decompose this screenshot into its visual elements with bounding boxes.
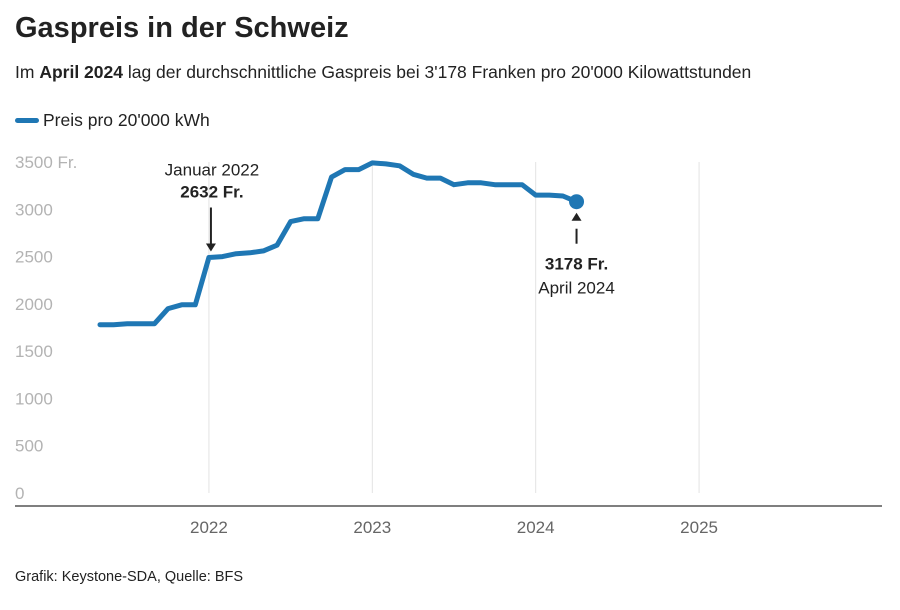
y-tick-label: 1500 <box>15 342 53 361</box>
annotation-arrowhead <box>571 212 582 221</box>
end-point-marker <box>569 194 585 210</box>
legend-label: Preis pro 20'000 kWh <box>43 110 210 130</box>
annotation-arrowhead <box>205 243 216 252</box>
axes: 2022 2023 2024 2025 0 500 1000 1500 2000 2500 3000… <box>15 153 882 537</box>
x-tick-label: 2025 <box>680 518 718 537</box>
y-tick-label: 1000 <box>15 389 53 408</box>
subtitle-highlight: April 2024 <box>39 62 123 82</box>
y-tick-label: 3500 Fr. <box>15 153 77 172</box>
chart-subtitle: Im April 2024 lag der durchschnittliche … <box>15 62 751 83</box>
y-tick-label: 0 <box>15 484 24 503</box>
x-tick-label: 2022 <box>190 518 228 537</box>
y-tick-label: 3000 <box>15 200 53 219</box>
annotation-label: Januar 2022 <box>165 161 260 180</box>
annotations: Januar 2022 2632 Fr. 3178 Fr. April 2024 <box>165 161 615 298</box>
series-line <box>97 160 579 328</box>
legend-swatch <box>15 118 39 123</box>
annotation-value: 3178 Fr. <box>545 255 608 274</box>
legend: Preis pro 20'000 kWh <box>15 110 210 131</box>
chart-title: Gaspreis in der Schweiz <box>15 12 349 44</box>
subtitle-post: lag der durchschnittliche Gaspreis bei 3… <box>122 62 752 82</box>
y-tick-label: 500 <box>15 437 43 456</box>
y-tick-label: 2000 <box>15 295 53 314</box>
series-layer <box>97 160 585 328</box>
annotation-value: 2632 Fr. <box>180 183 243 202</box>
gridlines <box>208 162 700 493</box>
x-tick-label: 2024 <box>517 518 555 537</box>
annotation-label: April 2024 <box>538 279 615 298</box>
x-tick-label: 2023 <box>353 518 391 537</box>
source-note: Grafik: Keystone-SDA, Quelle: BFS <box>15 569 244 585</box>
subtitle-pre: Im <box>15 62 40 82</box>
y-tick-label: 2500 <box>15 248 53 267</box>
